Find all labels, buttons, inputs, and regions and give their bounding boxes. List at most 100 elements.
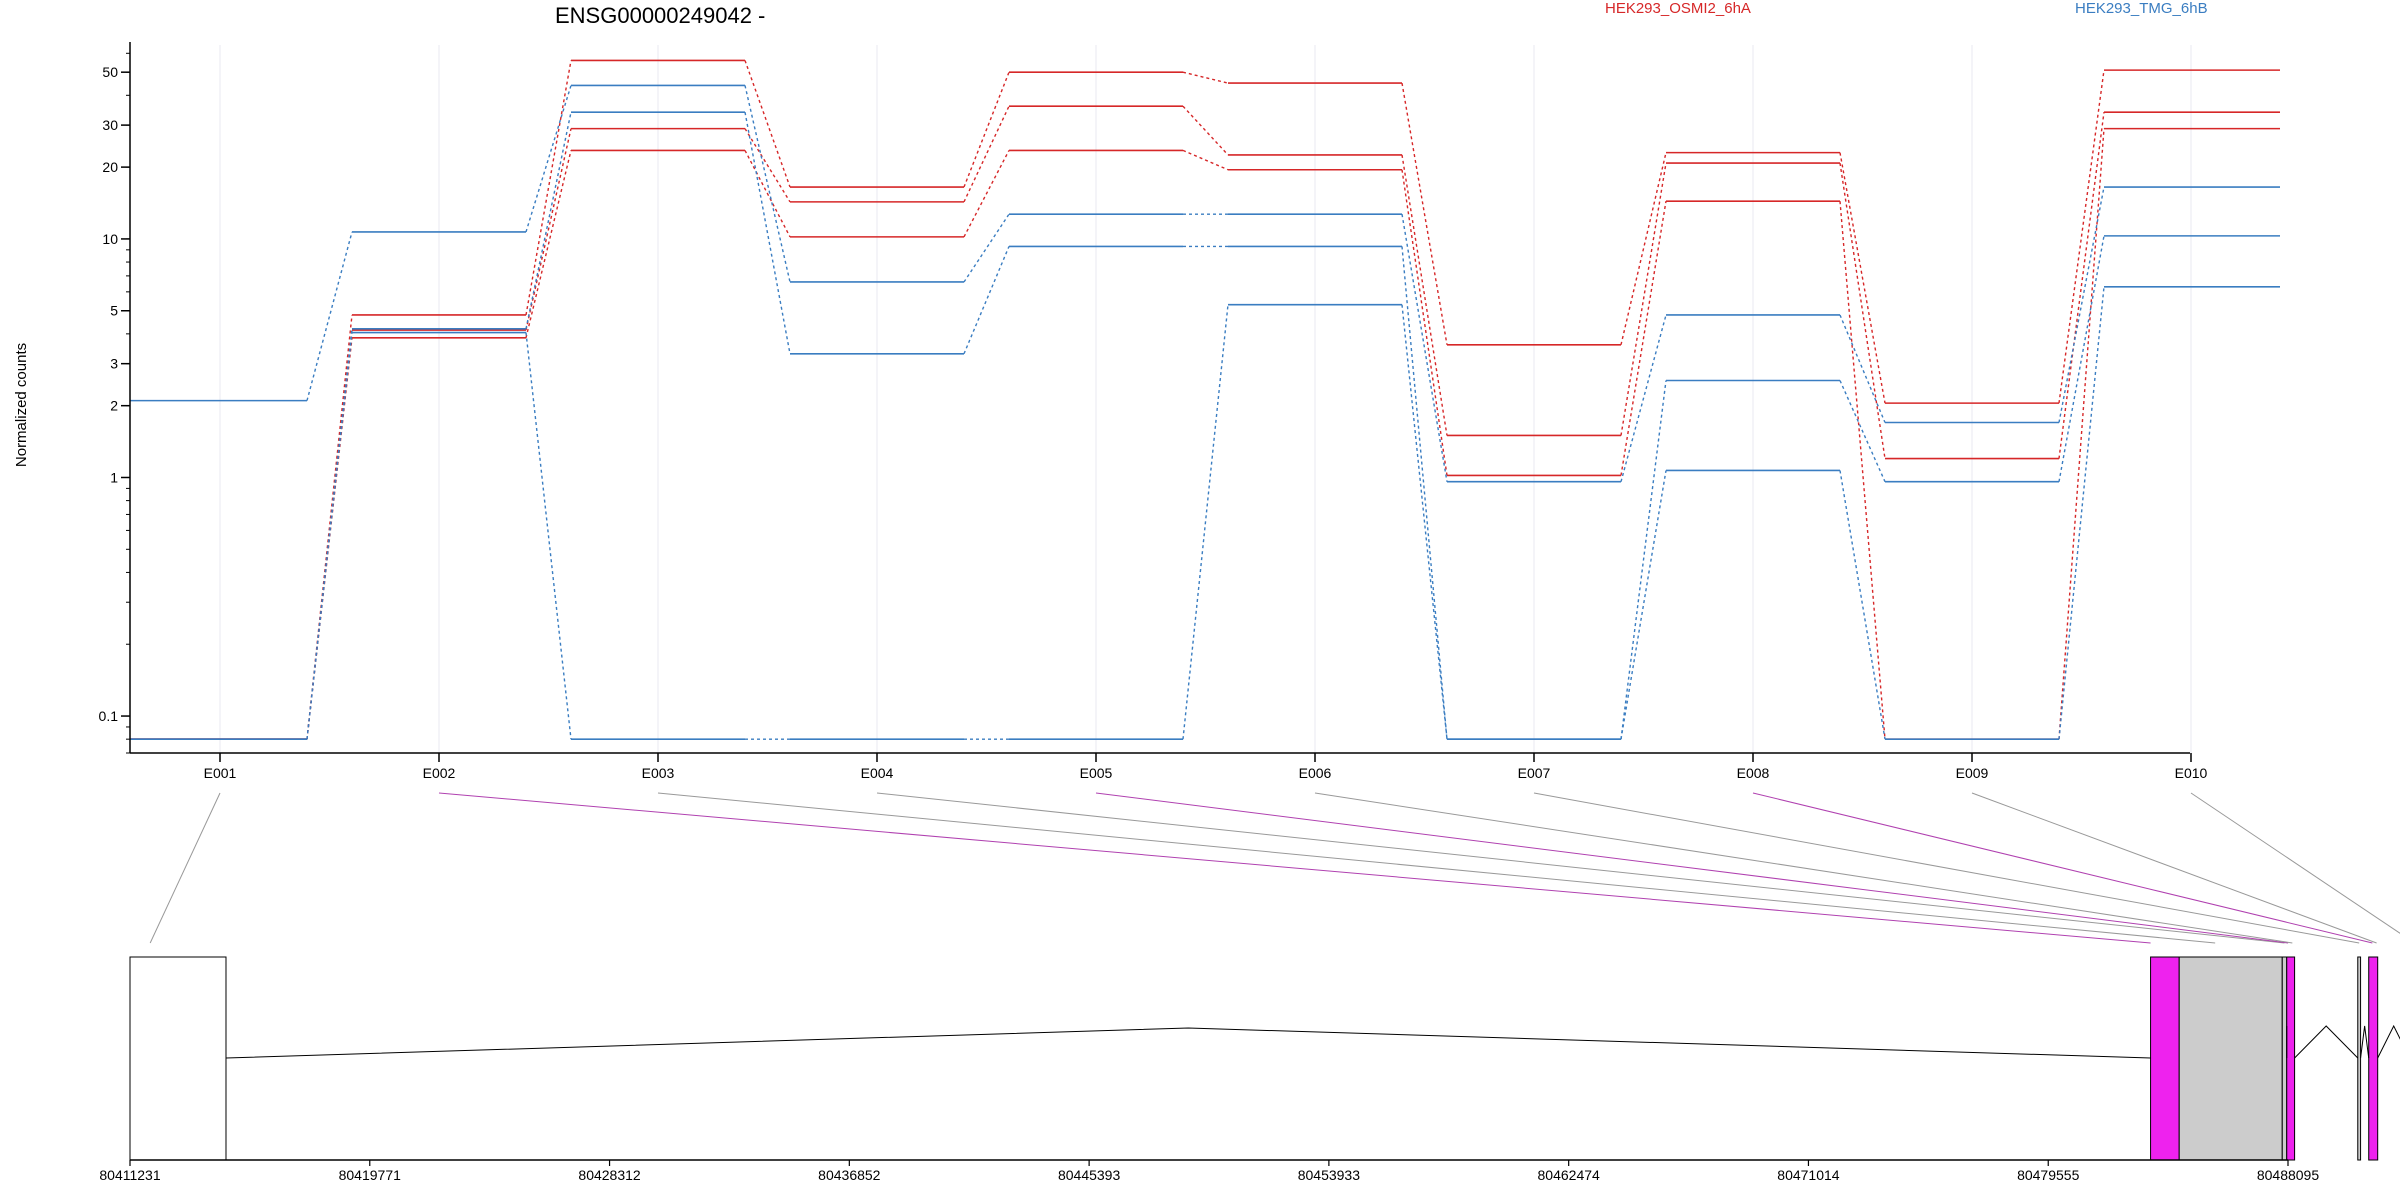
connector-e008 bbox=[1752, 792, 2373, 944]
intron-line-5 bbox=[2377, 1024, 2400, 1059]
connector-e005 bbox=[1095, 792, 2289, 944]
series-1-link-e002 bbox=[525, 60, 572, 316]
x-tick-label-e009: E009 bbox=[1956, 765, 1989, 781]
connector-e001 bbox=[149, 792, 221, 944]
connector-lines bbox=[149, 792, 2400, 944]
genomic-coordinate-1: 80419771 bbox=[339, 1167, 402, 1183]
series-1-link-e008 bbox=[1839, 152, 1886, 404]
grid-lines bbox=[219, 45, 2192, 753]
y-tick-label-8: 50 bbox=[102, 64, 118, 80]
exon-box-3 bbox=[2178, 956, 2283, 1161]
series-4-link-e004 bbox=[963, 213, 1010, 283]
connector-e002 bbox=[438, 792, 2151, 944]
x-tick-label-e005: E005 bbox=[1080, 765, 1113, 781]
genomic-coordinate-5: 80453933 bbox=[1298, 1167, 1361, 1183]
exon-box-5 bbox=[2286, 956, 2296, 1161]
series-4-link-e009 bbox=[2058, 186, 2105, 423]
series-3-link-e007 bbox=[1620, 201, 1667, 476]
series-6-link-e001 bbox=[306, 332, 353, 740]
series-4-link-e001 bbox=[306, 231, 353, 401]
series-4-link-e002 bbox=[525, 85, 572, 233]
y-tick-label-1: 1 bbox=[110, 469, 118, 485]
series-2-link-e005 bbox=[1182, 105, 1229, 156]
chart-title: ENSG00000249042 - bbox=[555, 3, 765, 28]
series-4-link-e008 bbox=[1839, 314, 1886, 423]
exon-box-2 bbox=[2150, 956, 2180, 1161]
y-tick-label-3: 3 bbox=[110, 356, 118, 372]
series-2-link-e008 bbox=[1839, 162, 1886, 459]
genomic-coordinate-4: 80445393 bbox=[1058, 1167, 1121, 1183]
connector-e010 bbox=[2190, 792, 2400, 934]
legend-entry-osmi2: HEK293_OSMI2_6hA bbox=[1605, 0, 1751, 17]
series-4-link-e007 bbox=[1620, 314, 1667, 482]
series-3-link-e002 bbox=[525, 150, 572, 338]
exon-box-1 bbox=[129, 956, 227, 1161]
series-2-link-e006 bbox=[1401, 154, 1448, 436]
exon-box-4 bbox=[2281, 956, 2288, 1161]
genomic-coordinate-6: 80462474 bbox=[1538, 1167, 1601, 1183]
exon-box-7 bbox=[2368, 956, 2379, 1161]
genomic-coordinate-3: 80436852 bbox=[818, 1167, 881, 1183]
connector-e006 bbox=[1314, 792, 2293, 944]
series-4-link-e003 bbox=[744, 85, 791, 283]
y-tick-label-5: 10 bbox=[102, 231, 118, 247]
y-tick-label-2: 2 bbox=[110, 398, 118, 414]
series-1-link-e006 bbox=[1401, 82, 1448, 345]
connector-e009 bbox=[1971, 792, 2377, 944]
series-5-link-e006 bbox=[1401, 246, 1448, 740]
series-6-link-e009 bbox=[2058, 286, 2105, 740]
x-tick-label-e002: E002 bbox=[423, 765, 456, 781]
series-1-link-e004 bbox=[963, 71, 1010, 188]
y-tick-label-0: 0.1 bbox=[99, 708, 119, 724]
series-6-link-e002 bbox=[525, 332, 572, 740]
series-1-link-e003 bbox=[744, 60, 791, 188]
series-5-link-e007 bbox=[1620, 380, 1667, 740]
axes: 0.1 1 2 3 5 10 20 30 50 E001 E002 E003 E004 E005 E006 E… bbox=[99, 42, 2208, 781]
x-tick-label-e008: E008 bbox=[1737, 765, 1770, 781]
y-tick-label-6: 20 bbox=[102, 159, 118, 175]
series-lines bbox=[130, 59, 2280, 740]
series-5-link-e008 bbox=[1839, 380, 1886, 483]
x-tick-label-e004: E004 bbox=[861, 765, 894, 781]
genomic-coordinate-2: 80428312 bbox=[578, 1167, 641, 1183]
series-2-link-e009 bbox=[2058, 112, 2105, 459]
series-6-link-e008 bbox=[1839, 470, 1886, 740]
intron-line-4 bbox=[2360, 1025, 2370, 1059]
x-tick-label-e010: E010 bbox=[2175, 765, 2208, 781]
x-tick-label-e001: E001 bbox=[204, 765, 237, 781]
series-3-link-e003 bbox=[744, 150, 791, 238]
series-4-link-e006 bbox=[1401, 214, 1448, 482]
genomic-coordinate-9: 80488095 bbox=[2257, 1167, 2320, 1183]
connector-e004 bbox=[876, 792, 2285, 944]
x-tick-label-e003: E003 bbox=[642, 765, 675, 781]
series-1-link-e007 bbox=[1620, 152, 1667, 345]
series-3-link-e005 bbox=[1182, 149, 1229, 171]
series-2-link-e003 bbox=[744, 128, 791, 203]
series-6-link-e006 bbox=[1401, 304, 1448, 740]
y-tick-label-4: 5 bbox=[110, 303, 118, 319]
genomic-coordinate-0: 80411231 bbox=[99, 1167, 160, 1183]
intron-line-3 bbox=[2294, 1025, 2359, 1059]
y-axis-label: Normalized counts bbox=[13, 343, 30, 467]
series-2-link-e002 bbox=[525, 128, 572, 331]
series-1-link-e009 bbox=[2058, 70, 2105, 404]
series-2-link-e007 bbox=[1620, 162, 1667, 436]
series-1-link-e001 bbox=[306, 314, 353, 740]
intron-line-1 bbox=[225, 1027, 2151, 1059]
y-tick-label-7: 30 bbox=[102, 117, 118, 133]
series-2-link-e004 bbox=[963, 105, 1010, 203]
genomic-coordinate-7: 80471014 bbox=[1777, 1167, 1840, 1183]
series-6-link-e005 bbox=[1182, 304, 1229, 740]
series-5-link-e009 bbox=[2058, 235, 2105, 482]
genomic-coordinate-8: 80479555 bbox=[2017, 1167, 2080, 1183]
legend-entry-tmg: HEK293_TMG_6hB bbox=[2075, 0, 2208, 17]
series-1-link-e005 bbox=[1182, 71, 1229, 84]
series-6-link-e007 bbox=[1620, 470, 1667, 740]
connector-e003 bbox=[657, 792, 2216, 944]
series-5-link-e004 bbox=[963, 246, 1010, 355]
series-5-link-e003 bbox=[744, 112, 791, 354]
x-tick-label-e007: E007 bbox=[1518, 765, 1551, 781]
series-3-link-e008 bbox=[1839, 201, 1886, 740]
gene-model: 80411231 80419771 80428312 80436852 80445393… bbox=[99, 956, 2400, 1183]
